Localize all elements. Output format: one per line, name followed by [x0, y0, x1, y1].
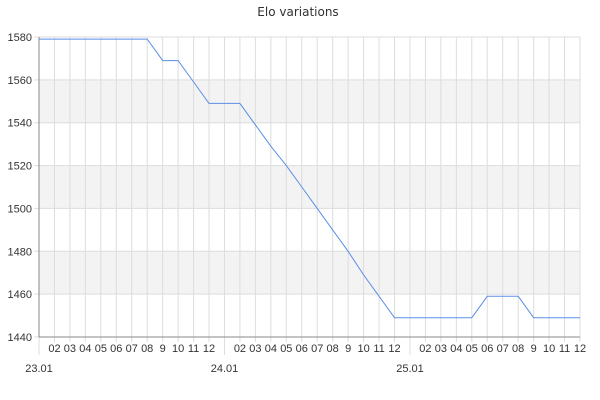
- x-tick-label: 08: [141, 343, 153, 355]
- x-tick-label: 10: [357, 343, 369, 355]
- x-tick-label: 02: [234, 343, 246, 355]
- y-tick-label: 1480: [8, 246, 32, 258]
- x-tick-label: 02: [48, 343, 60, 355]
- x-tick-label: 10: [543, 343, 555, 355]
- grid-band: [39, 251, 580, 295]
- y-tick-label: 1560: [8, 75, 32, 87]
- y-tick-label: 1460: [8, 289, 32, 301]
- x-tick-label: 9: [160, 343, 166, 355]
- x-tick-label: 03: [435, 343, 447, 355]
- y-tick-label: 1440: [8, 332, 32, 344]
- x-tick-label: 04: [450, 343, 462, 355]
- y-tick-label: 1540: [8, 118, 32, 130]
- x-tick-label: 9: [345, 343, 351, 355]
- x-tick-label: 06: [296, 343, 308, 355]
- x-tick-label: 11: [559, 343, 570, 355]
- x-tick-label: 04: [265, 343, 277, 355]
- x-tick-label: 03: [249, 343, 261, 355]
- x-tick-label: 04: [79, 343, 91, 355]
- grid-band: [39, 165, 580, 209]
- x-tick-label: 12: [388, 343, 400, 355]
- x-tick-label: 11: [188, 343, 199, 355]
- grid-band: [39, 79, 580, 123]
- x-date-label: 24.01: [211, 363, 239, 375]
- x-tick-label: 02: [419, 343, 431, 355]
- elo-series-line: [39, 38, 580, 319]
- y-tick-label: 1520: [8, 161, 32, 173]
- x-tick-label: 07: [497, 343, 509, 355]
- x-date-label: 25.01: [396, 363, 424, 375]
- x-tick-label: 06: [481, 343, 493, 355]
- x-tick-label: 07: [311, 343, 323, 355]
- x-tick-label: 10: [172, 343, 184, 355]
- x-tick-label: 05: [466, 343, 478, 355]
- x-tick-label: 05: [280, 343, 292, 355]
- x-date-label: 23.01: [25, 363, 53, 375]
- x-tick-label: 12: [574, 343, 586, 355]
- x-tick-label: 03: [64, 343, 76, 355]
- y-tick-label: 1500: [8, 203, 32, 215]
- x-tick-label: 9: [531, 343, 537, 355]
- x-tick-label: 05: [95, 343, 107, 355]
- x-tick-label: 08: [327, 343, 339, 355]
- y-tick-label: 1580: [8, 32, 32, 44]
- x-tick-label: 07: [126, 343, 138, 355]
- x-tick-label: 11: [373, 343, 384, 355]
- x-tick-label: 12: [203, 343, 215, 355]
- x-tick-label: 06: [110, 343, 122, 355]
- chart-title: Elo variations: [257, 5, 338, 19]
- x-tick-label: 08: [512, 343, 524, 355]
